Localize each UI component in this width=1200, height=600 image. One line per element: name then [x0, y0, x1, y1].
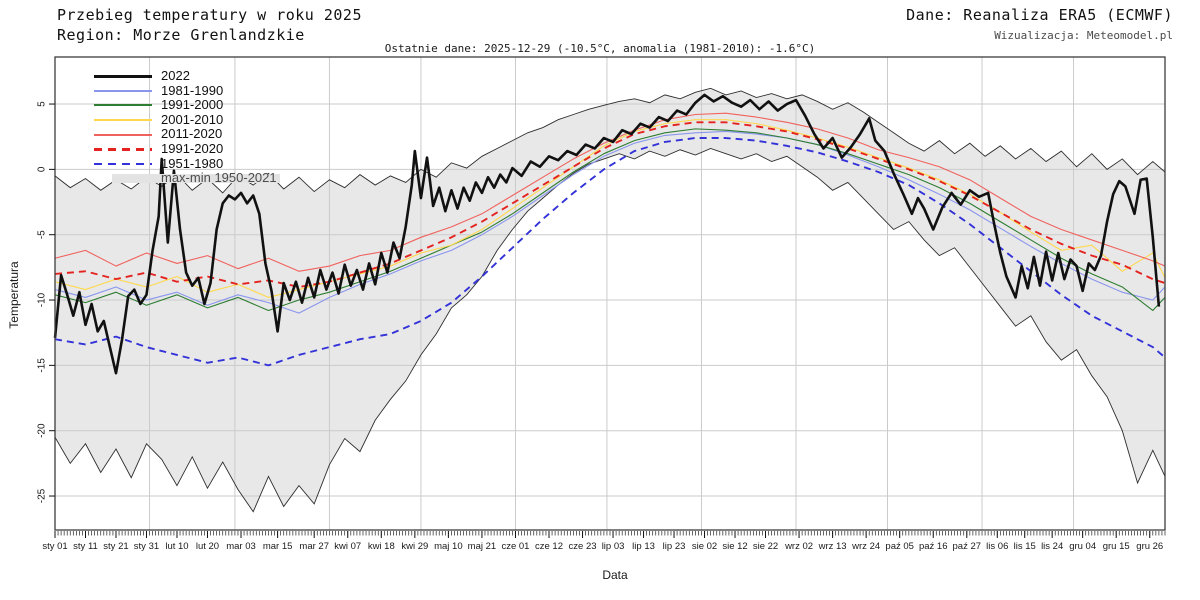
x-tick-label: lip 03: [602, 541, 625, 552]
legend-item-1991-2000: 1991-2000: [94, 98, 277, 113]
y-tick-label: 5: [37, 101, 48, 107]
x-tick-label: sie 02: [692, 541, 717, 552]
x-tick-label: paź 05: [885, 541, 914, 552]
x-tick-label: wrz 02: [784, 541, 813, 552]
series-1951-1980: [54, 137, 1166, 367]
x-tick-label: sty 21: [103, 541, 128, 552]
x-tick-label: lut 20: [196, 541, 219, 552]
legend-line-2022: [94, 74, 152, 78]
x-tick-label: lip 13: [632, 541, 655, 552]
legend-label: 1991-2000: [161, 97, 224, 113]
x-tick-label: lut 10: [165, 541, 188, 552]
x-tick-label: paź 27: [953, 541, 982, 552]
legend-item-1991-2020: 1991-2020: [94, 140, 277, 157]
legend-line-1981-1990: [94, 89, 152, 92]
x-tick-label: lis 15: [1014, 541, 1036, 552]
legend-label: 1951-1980: [161, 155, 224, 171]
page-title: Przebieg temperatury w roku 2025: [57, 6, 362, 24]
y-tick-label: -25: [37, 488, 48, 503]
x-tick-label: paź 16: [919, 541, 948, 552]
visualization-credit: Wizualizacja: Meteomodel.pl: [994, 29, 1173, 42]
x-tick-label: kwi 18: [368, 541, 395, 552]
latest-data-caption: Ostatnie dane: 2025-12-29 (-10.5°C, anom…: [384, 42, 816, 55]
maxmin-band-lower-edge: [54, 147, 1166, 513]
legend-line-2001-2010: [94, 119, 152, 122]
legend-label: 2022: [161, 68, 190, 83]
x-tick-label: gru 15: [1103, 541, 1130, 552]
legend-line-1991-2020: [94, 148, 152, 151]
legend-item-1951-1980: 1951-1980: [94, 155, 277, 172]
y-tick-label: -5: [37, 230, 48, 239]
x-tick-label: cze 23: [569, 541, 597, 552]
x-tick-label: sty 11: [73, 541, 98, 552]
legend-label: 1981-1990: [161, 82, 224, 98]
legend-item-1981-1990: 1981-1990: [94, 82, 277, 99]
x-tick-label: wrz 13: [818, 541, 847, 552]
x-tick-label: maj 21: [468, 541, 497, 552]
y-tick-label: -10: [37, 292, 48, 307]
x-tick-label: kwi 29: [401, 541, 428, 552]
data-source-label: Dane: Reanaliza ERA5 (ECMWF): [906, 6, 1173, 24]
x-tick-label: gru 26: [1136, 541, 1163, 552]
legend-label: 2001-2010: [161, 111, 224, 127]
y-tick-label: 0: [37, 166, 48, 172]
x-tick-label: gru 04: [1069, 541, 1096, 552]
x-tick-label: sty 01: [42, 541, 67, 552]
x-axis-label: Data: [602, 568, 628, 582]
series-1991-2000: [54, 128, 1166, 312]
series-2022: [53, 93, 1161, 375]
series-1991-2020: [54, 121, 1166, 288]
x-tick-label: maj 10: [434, 541, 463, 552]
legend-item-maxmin-band: max-min 1950-2021: [94, 170, 280, 186]
x-tick-label: sie 12: [722, 541, 747, 552]
legend-label: 2011-2020: [161, 126, 223, 142]
x-tick-label: mar 27: [299, 541, 329, 552]
legend-label: 1991-2020: [161, 140, 224, 156]
legend-line-1951-1980: [94, 162, 152, 166]
y-tick-label: -15: [37, 358, 48, 373]
x-tick-label: wrz 24: [851, 541, 880, 552]
x-tick-label: mar 15: [263, 541, 293, 552]
x-tick-label: kwi 07: [334, 541, 361, 552]
legend-band-swatch: [112, 174, 280, 184]
x-tick-label: lis 06: [986, 541, 1008, 552]
legend-item-2011-2020: 2011-2020: [94, 127, 277, 142]
legend-line-2011-2020: [94, 133, 152, 136]
series-2011-2020: [54, 112, 1166, 272]
x-tick-label: sie 22: [753, 541, 778, 552]
plot-border: [54, 56, 1166, 531]
legend-item-2001-2010: 2001-2010: [94, 111, 277, 128]
x-tick-label: mar 03: [226, 541, 256, 552]
x-tick-label: cze 01: [501, 541, 529, 552]
region-subtitle: Region: Morze Grenlandzkie: [57, 26, 305, 44]
legend-item-2022: 2022: [94, 68, 277, 84]
legend-line-1991-2000: [94, 104, 152, 107]
y-tick-label: -20: [37, 423, 48, 438]
chart-legend: 2022 1981-1990 1991-2000 2001-2010 2011-…: [94, 68, 280, 186]
x-tick-label: lis 24: [1041, 541, 1063, 552]
x-tick-label: lip 23: [663, 541, 686, 552]
legend-label: max-min 1950-2021: [161, 170, 277, 186]
x-tick-label: cze 12: [535, 541, 563, 552]
x-tick-label: sty 31: [134, 541, 159, 552]
